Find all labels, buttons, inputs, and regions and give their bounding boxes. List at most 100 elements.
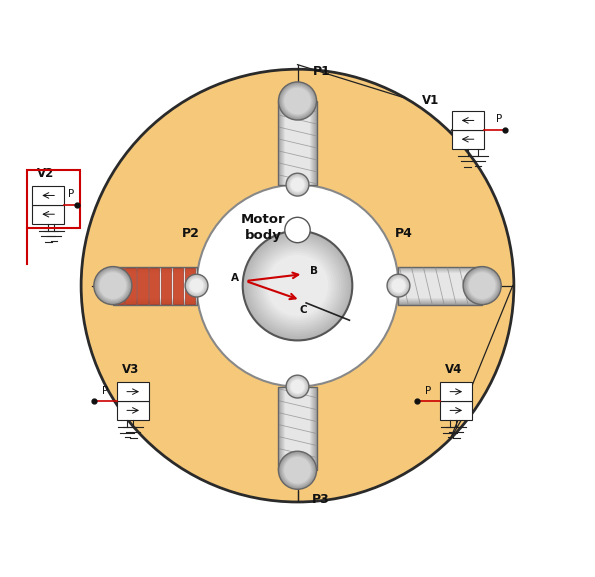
Circle shape (283, 87, 312, 115)
Circle shape (388, 275, 409, 296)
Circle shape (99, 272, 126, 299)
Circle shape (278, 82, 317, 120)
Text: P: P (102, 385, 108, 396)
Circle shape (185, 274, 208, 297)
Bar (32, 205, 64, 223)
Bar (278, 101, 317, 185)
Text: V1: V1 (422, 95, 439, 107)
Bar (452, 130, 484, 149)
Bar (452, 111, 484, 130)
Text: P: P (425, 385, 431, 396)
Bar (293, 231, 302, 243)
Circle shape (290, 177, 305, 193)
Circle shape (258, 246, 337, 325)
Bar (113, 271, 196, 300)
Circle shape (390, 278, 406, 294)
Circle shape (285, 218, 310, 243)
Bar (283, 101, 312, 185)
Bar (113, 271, 196, 301)
Circle shape (289, 175, 306, 194)
Bar (149, 268, 159, 304)
Circle shape (249, 237, 346, 334)
Circle shape (97, 270, 129, 301)
Bar (399, 268, 482, 304)
Circle shape (98, 271, 127, 300)
Circle shape (289, 377, 306, 396)
Bar (285, 387, 310, 470)
Text: P2: P2 (182, 227, 200, 240)
Bar (113, 267, 196, 305)
Circle shape (281, 454, 314, 487)
Bar (284, 387, 311, 470)
Bar (281, 101, 314, 185)
Circle shape (190, 279, 203, 293)
Circle shape (281, 84, 314, 118)
Circle shape (282, 455, 313, 486)
Bar (113, 268, 196, 304)
Circle shape (290, 380, 305, 394)
Circle shape (469, 272, 496, 299)
Circle shape (260, 248, 335, 323)
Text: V3: V3 (121, 363, 139, 376)
Bar (284, 101, 311, 185)
Circle shape (468, 271, 497, 300)
Text: P3: P3 (312, 493, 330, 506)
Bar (117, 383, 149, 401)
Circle shape (81, 69, 514, 502)
Circle shape (283, 456, 312, 485)
Bar (280, 387, 315, 470)
Bar (399, 268, 482, 303)
Bar (137, 268, 148, 304)
Bar (126, 268, 136, 304)
Bar (399, 272, 482, 299)
Circle shape (245, 233, 350, 338)
Circle shape (284, 88, 311, 114)
Text: V4: V4 (444, 363, 462, 376)
Circle shape (252, 239, 343, 332)
Circle shape (280, 452, 315, 488)
Bar (114, 268, 124, 304)
Bar (278, 387, 317, 470)
Bar (27, 170, 80, 228)
Circle shape (253, 242, 342, 329)
Circle shape (284, 457, 311, 484)
Circle shape (290, 178, 305, 192)
Bar (280, 101, 315, 185)
Bar (278, 101, 317, 185)
Circle shape (265, 253, 330, 319)
Bar (280, 387, 315, 470)
Bar (117, 401, 149, 420)
Text: V2: V2 (37, 167, 54, 179)
Bar (399, 271, 482, 300)
Circle shape (466, 270, 498, 301)
Circle shape (256, 244, 339, 327)
Circle shape (278, 451, 317, 489)
Circle shape (464, 268, 500, 304)
Bar (281, 387, 314, 470)
Bar (399, 267, 482, 305)
Circle shape (243, 231, 352, 340)
Circle shape (387, 274, 410, 297)
Circle shape (94, 267, 132, 305)
Circle shape (282, 85, 313, 117)
Bar (399, 267, 482, 305)
Bar (399, 273, 482, 298)
Bar (113, 268, 196, 303)
Text: P: P (496, 114, 503, 125)
Bar (113, 273, 196, 298)
Bar (278, 387, 317, 470)
Bar (185, 268, 195, 304)
Bar (113, 267, 196, 305)
Bar (399, 269, 482, 302)
Bar (399, 271, 482, 301)
Circle shape (189, 278, 205, 294)
Bar (285, 101, 310, 185)
Circle shape (465, 269, 499, 302)
Bar (283, 387, 312, 470)
Text: B: B (309, 266, 318, 276)
Bar (280, 101, 315, 185)
Text: A: A (231, 273, 239, 283)
Bar (32, 186, 64, 205)
Text: P4: P4 (395, 227, 413, 240)
Text: C: C (299, 305, 307, 316)
